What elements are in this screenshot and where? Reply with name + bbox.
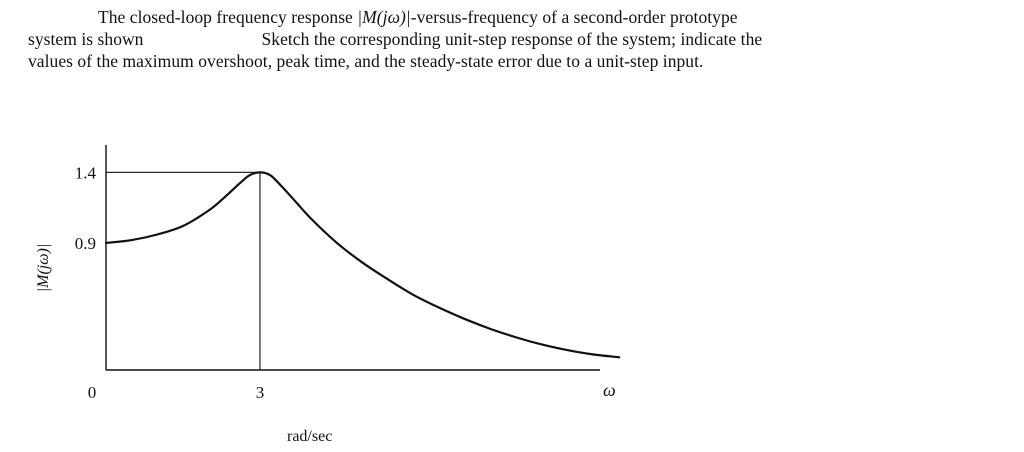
x-tick-label-origin: 0 — [88, 383, 97, 402]
problem-line-1: The closed-loop frequency response |M(jω… — [28, 6, 998, 28]
problem-text-2b: Sketch the corresponding unit-step respo… — [261, 29, 763, 49]
problem-text-1a: The closed-loop frequency response — [98, 7, 358, 27]
y-tick-label-dc: 0.9 — [75, 234, 96, 253]
problem-line-3: values of the maximum overshoot, peak ti… — [28, 51, 704, 71]
y-tick-label-peak: 1.4 — [75, 163, 97, 182]
transfer-magnitude-symbol: |M(jω)| — [357, 7, 411, 27]
problem-line-2: system is shown Sketch the corresponding … — [28, 28, 998, 50]
problem-statement: The closed-loop frequency response |M(jω… — [28, 6, 998, 72]
x-axis-unit-label: rad/sec — [287, 428, 332, 445]
magnitude-curve — [104, 171, 621, 359]
x-axis-symbol: ω — [603, 380, 616, 400]
y-axis-label: |M(jω)| — [35, 244, 52, 293]
problem-text-2a: system is shown — [28, 29, 144, 49]
problem-text-1b: -versus-frequency of a second-order prot… — [410, 7, 738, 27]
x-tick-label-peak-frequency: 3 — [256, 383, 265, 402]
